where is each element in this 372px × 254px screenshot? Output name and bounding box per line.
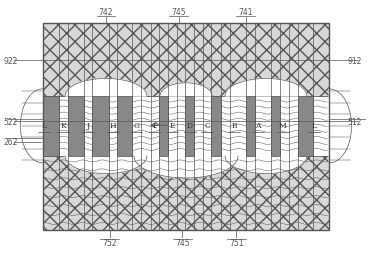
Text: C: C xyxy=(204,122,210,130)
Text: 912: 912 xyxy=(348,56,362,66)
Bar xyxy=(117,97,132,156)
Bar xyxy=(68,97,84,156)
Text: M: M xyxy=(279,122,286,130)
Text: 741: 741 xyxy=(238,8,253,17)
Polygon shape xyxy=(160,84,212,97)
Text: B: B xyxy=(231,122,237,130)
Bar xyxy=(211,97,221,156)
Text: 751: 751 xyxy=(229,238,243,247)
Bar xyxy=(43,24,329,230)
Bar xyxy=(298,97,313,156)
Bar xyxy=(271,97,280,156)
Bar xyxy=(43,156,329,230)
Polygon shape xyxy=(134,156,238,178)
Bar xyxy=(246,97,255,156)
Bar xyxy=(92,97,109,156)
Text: K: K xyxy=(60,122,66,130)
Text: L: L xyxy=(312,122,317,130)
Text: E: E xyxy=(169,122,174,130)
Text: 752: 752 xyxy=(103,238,117,247)
Text: 512: 512 xyxy=(348,117,362,126)
Text: J: J xyxy=(87,122,90,130)
Bar xyxy=(185,97,194,156)
Text: D: D xyxy=(187,122,193,130)
Polygon shape xyxy=(65,156,147,174)
Text: H: H xyxy=(109,122,116,130)
Text: 262: 262 xyxy=(4,138,18,147)
Text: G: G xyxy=(134,122,140,130)
Text: 745: 745 xyxy=(171,8,186,17)
Polygon shape xyxy=(65,79,147,97)
Text: 522: 522 xyxy=(4,117,18,126)
Text: A: A xyxy=(255,122,260,130)
Text: 742: 742 xyxy=(99,8,113,17)
Polygon shape xyxy=(225,79,307,97)
Polygon shape xyxy=(20,89,43,163)
Polygon shape xyxy=(225,156,307,174)
Text: 745: 745 xyxy=(175,238,190,247)
Bar xyxy=(43,97,59,156)
Bar xyxy=(43,97,329,156)
Text: F: F xyxy=(153,122,158,130)
Text: 922: 922 xyxy=(4,56,18,66)
Bar xyxy=(43,24,329,97)
Text: L: L xyxy=(41,122,46,130)
Bar xyxy=(159,97,168,156)
Polygon shape xyxy=(329,89,352,163)
